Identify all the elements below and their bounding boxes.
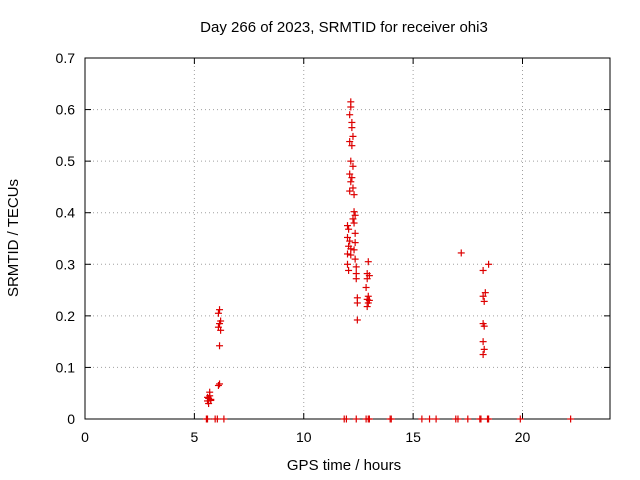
data-point: [350, 208, 358, 216]
data-point: [344, 260, 351, 268]
data-point: [418, 415, 426, 423]
axis-ticks: 0 0.1 0.2 0.3 0.4 0.5 0.6 0.7 0 5 10 15 20: [56, 50, 610, 445]
data-point: [351, 255, 359, 263]
y-tick-label: 0.3: [56, 256, 76, 272]
data-point: [351, 211, 359, 219]
data-point: [347, 103, 355, 111]
y-axis-label: SRMTID / TECUs: [5, 179, 22, 297]
data-point: [479, 266, 487, 274]
x-tick-label: 20: [515, 429, 531, 445]
data-point: [457, 249, 465, 257]
data-point: [387, 415, 395, 423]
data-point: [347, 251, 355, 259]
data-point: [346, 138, 354, 146]
data-point: [349, 215, 357, 223]
data-point: [344, 250, 351, 258]
data-point: [481, 289, 489, 297]
data-point: [204, 393, 211, 401]
data-point: [364, 299, 372, 307]
data-point: [344, 222, 351, 230]
data-point: [364, 258, 372, 266]
data-point: [364, 292, 372, 300]
data-point: [349, 184, 357, 192]
grid-lines: [85, 58, 610, 419]
data-point: [348, 174, 356, 182]
data-point: [479, 351, 487, 359]
data-point: [365, 415, 373, 423]
data-point: [220, 415, 228, 423]
data-point: [216, 342, 224, 350]
data-point: [350, 191, 358, 199]
data-point: [477, 415, 485, 423]
data-point: [214, 309, 222, 317]
data-point: [347, 178, 355, 186]
data-point: [352, 415, 360, 423]
data-point: [346, 170, 354, 178]
x-tick-label: 10: [296, 429, 312, 445]
data-point: [353, 316, 361, 324]
data-point: [480, 345, 488, 353]
data-point: [426, 415, 434, 423]
data-point: [204, 415, 211, 423]
data-point: [363, 275, 371, 283]
data-point: [349, 132, 357, 140]
y-tick-label: 0.5: [56, 153, 76, 169]
data-point: [347, 157, 355, 165]
data-point: [351, 239, 359, 247]
chart-title: Day 266 of 2023, SRMTID for receiver ohi…: [200, 19, 488, 36]
data-point: [346, 187, 354, 195]
data-point: [348, 124, 356, 132]
data-point: [454, 415, 462, 423]
data-point: [479, 338, 487, 346]
y-tick-label: 0.7: [56, 50, 76, 66]
data-point: [214, 381, 222, 389]
x-tick-label: 15: [405, 429, 421, 445]
data-point: [352, 263, 360, 271]
x-tick-label: 0: [81, 429, 89, 445]
data-point: [207, 396, 215, 404]
data-point: [432, 415, 440, 423]
data-point: [206, 388, 214, 396]
data-point: [350, 219, 358, 227]
data-point: [345, 225, 353, 233]
data-point: [352, 275, 360, 283]
data-points: [202, 98, 575, 423]
data-point: [348, 142, 356, 150]
data-point: [485, 260, 493, 268]
data-point: [353, 299, 361, 307]
data-point: [342, 415, 350, 423]
data-point: [480, 297, 488, 305]
data-point: [217, 317, 225, 325]
data-point: [567, 415, 575, 423]
y-tick-label: 0.6: [56, 102, 76, 118]
y-tick-label: 0: [67, 411, 75, 427]
data-point: [362, 283, 370, 291]
data-point: [363, 303, 371, 311]
data-point: [346, 111, 354, 119]
y-tick-label: 0.1: [56, 359, 76, 375]
data-point: [485, 415, 493, 423]
data-point: [350, 246, 358, 254]
data-point: [213, 415, 221, 423]
data-point: [216, 306, 224, 314]
x-axis-label: GPS time / hours: [287, 457, 401, 474]
y-tick-label: 0.2: [56, 308, 76, 324]
data-point: [479, 292, 487, 300]
data-point: [351, 229, 359, 237]
data-point: [480, 322, 488, 330]
data-point: [345, 266, 353, 274]
x-tick-label: 5: [190, 429, 198, 445]
data-point: [516, 415, 524, 423]
data-point: [347, 245, 355, 253]
data-point: [217, 326, 225, 334]
data-point: [344, 233, 351, 241]
data-point: [349, 162, 357, 170]
data-point: [346, 237, 354, 245]
y-tick-label: 0.4: [56, 205, 76, 221]
data-point: [216, 380, 224, 388]
data-point: [464, 415, 472, 423]
